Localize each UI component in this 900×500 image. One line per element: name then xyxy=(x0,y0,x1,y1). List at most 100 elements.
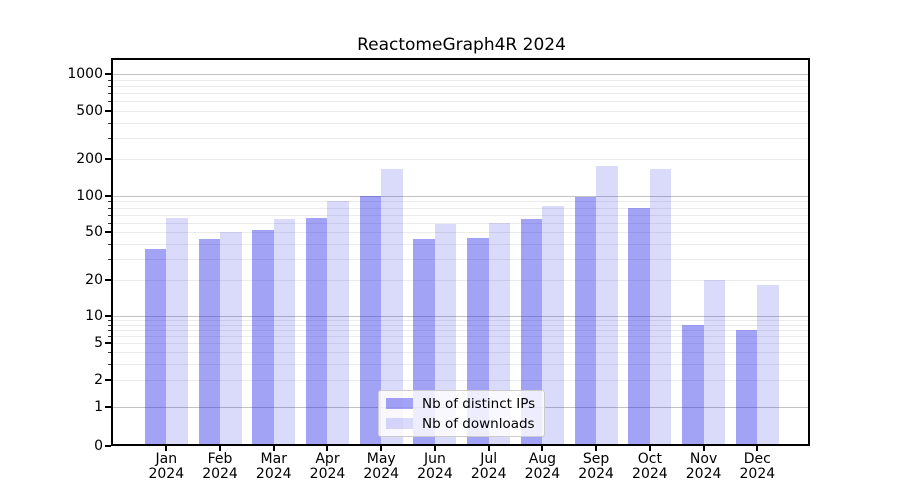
bar-nb-of-downloads-jan-2024 xyxy=(166,217,188,444)
y-minortick-7 xyxy=(108,330,111,332)
y-tick-50 xyxy=(105,231,111,234)
x-tick-label-nov-2024: Nov 2024 xyxy=(674,452,734,482)
x-label-year: 2024 xyxy=(202,466,238,482)
x-tick-label-may-2024: May 2024 xyxy=(351,452,411,482)
x-tick-feb-2024 xyxy=(219,446,222,451)
bar-nb-of-downloads-aug-2024 xyxy=(542,206,564,444)
y-tick-2 xyxy=(105,378,111,381)
x-label-month: Nov xyxy=(689,451,718,467)
x-tick-label-jul-2024: Jul 2024 xyxy=(459,452,519,482)
x-tick-mar-2024 xyxy=(272,446,275,451)
y-minortick-400 xyxy=(108,122,111,124)
y-minortick-900 xyxy=(108,79,111,81)
chart-title: ReactomeGraph4R 2024 xyxy=(357,35,566,55)
y-minortick-300 xyxy=(108,137,111,139)
bar-nb-of-distinct-ips-mar-2024 xyxy=(252,230,274,444)
x-tick-dec-2024 xyxy=(756,446,759,451)
x-label-year: 2024 xyxy=(524,466,561,482)
y-tick-10 xyxy=(105,315,111,317)
gridline-minor xyxy=(113,363,808,365)
x-tick-sep-2024 xyxy=(595,446,598,451)
x-label-month: Mar xyxy=(260,451,287,467)
x-label-year: 2024 xyxy=(417,466,453,482)
y-minortick-9 xyxy=(108,320,111,322)
bar-nb-of-distinct-ips-apr-2024 xyxy=(305,217,328,444)
y-tick-1 xyxy=(105,406,111,408)
bar-nb-of-distinct-ips-may-2024 xyxy=(359,196,382,444)
x-tick-label-oct-2024: Oct 2024 xyxy=(620,452,680,482)
y-tick-label-1000: 1000 xyxy=(67,66,103,82)
gridline-minor xyxy=(113,159,808,161)
y-tick-label-1: 1 xyxy=(94,399,103,415)
y-tick-label-50: 50 xyxy=(85,224,103,241)
x-tick-aug-2024 xyxy=(541,446,544,451)
gridline-minor xyxy=(113,324,808,326)
x-label-year: 2024 xyxy=(470,466,507,482)
x-label-month: Aug xyxy=(528,451,557,467)
y-minortick-70 xyxy=(108,214,111,216)
gridline-minor xyxy=(113,207,808,209)
y-minortick-6 xyxy=(108,336,111,338)
x-label-month: Dec xyxy=(743,451,771,467)
x-tick-label-aug-2024: Aug 2024 xyxy=(512,452,572,482)
x-label-year: 2024 xyxy=(578,466,614,482)
gridline-minor xyxy=(113,258,808,260)
x-tick-label-jan-2024: Jan 2024 xyxy=(136,452,196,482)
x-label-year: 2024 xyxy=(363,466,400,482)
y-minortick-60 xyxy=(108,222,111,224)
gridline-minor xyxy=(113,92,808,94)
x-tick-label-dec-2024: Dec 2024 xyxy=(727,452,787,482)
y-minortick-30 xyxy=(108,258,111,260)
bar-nb-of-distinct-ips-jan-2024 xyxy=(144,249,167,444)
y-tick-label-2: 2 xyxy=(94,371,103,388)
bar-nb-of-downloads-dec-2024 xyxy=(757,285,779,444)
x-tick-label-mar-2024: Mar 2024 xyxy=(244,452,304,482)
y-tick-1000 xyxy=(105,73,111,75)
plot-area xyxy=(111,58,810,446)
x-tick-nov-2024 xyxy=(702,446,705,451)
y-tick-label-500: 500 xyxy=(76,102,103,119)
y-tick-label-10: 10 xyxy=(85,308,103,324)
gridline-minor xyxy=(113,137,808,139)
y-minortick-700 xyxy=(108,92,111,94)
y-minortick-600 xyxy=(108,101,111,103)
x-label-year: 2024 xyxy=(148,466,185,482)
y-tick-200 xyxy=(105,158,111,161)
x-label-month: Apr xyxy=(315,451,340,467)
x-tick-oct-2024 xyxy=(648,446,651,451)
x-label-year: 2024 xyxy=(739,466,776,482)
gridline-minor xyxy=(113,222,808,224)
gridline-minor xyxy=(113,85,808,87)
bar-nb-of-downloads-sep-2024 xyxy=(596,166,618,444)
gridline-minor xyxy=(113,379,808,381)
legend-swatch-downloads xyxy=(386,418,413,429)
bar-nb-of-distinct-ips-dec-2024 xyxy=(735,330,758,444)
gridline-minor xyxy=(113,320,808,322)
bar-nb-of-distinct-ips-feb-2024 xyxy=(198,238,221,444)
bar-nb-of-downloads-jul-2024 xyxy=(488,222,511,444)
legend-swatch-distinct-ips xyxy=(386,398,413,409)
y-minortick-4 xyxy=(108,352,111,354)
y-tick-label-5: 5 xyxy=(94,335,103,352)
x-tick-label-feb-2024: Feb 2024 xyxy=(190,452,250,482)
gridline-minor xyxy=(113,201,808,203)
x-label-month: Jul xyxy=(480,451,498,467)
gridline-minor xyxy=(113,343,808,345)
legend: Nb of distinct IPs Nb of downloads xyxy=(378,390,545,437)
y-tick-label-200: 200 xyxy=(76,151,103,168)
x-label-month: Sep xyxy=(582,451,610,467)
x-tick-jan-2024 xyxy=(165,446,168,451)
x-label-month: Jun xyxy=(424,451,446,467)
y-minortick-80 xyxy=(108,207,111,209)
bar-nb-of-downloads-apr-2024 xyxy=(327,200,349,444)
gridline-minor xyxy=(113,110,808,112)
x-tick-label-apr-2024: Apr 2024 xyxy=(297,452,357,482)
legend-label-downloads: Nb of downloads xyxy=(422,415,535,432)
y-minortick-8 xyxy=(108,324,111,326)
gridline-1000 xyxy=(113,74,808,75)
bar-nb-of-downloads-feb-2024 xyxy=(220,232,242,444)
bar-nb-of-downloads-oct-2024 xyxy=(649,168,672,444)
legend-entry-distinct-ips: Nb of distinct IPs xyxy=(386,396,537,412)
x-label-year: 2024 xyxy=(255,466,292,482)
